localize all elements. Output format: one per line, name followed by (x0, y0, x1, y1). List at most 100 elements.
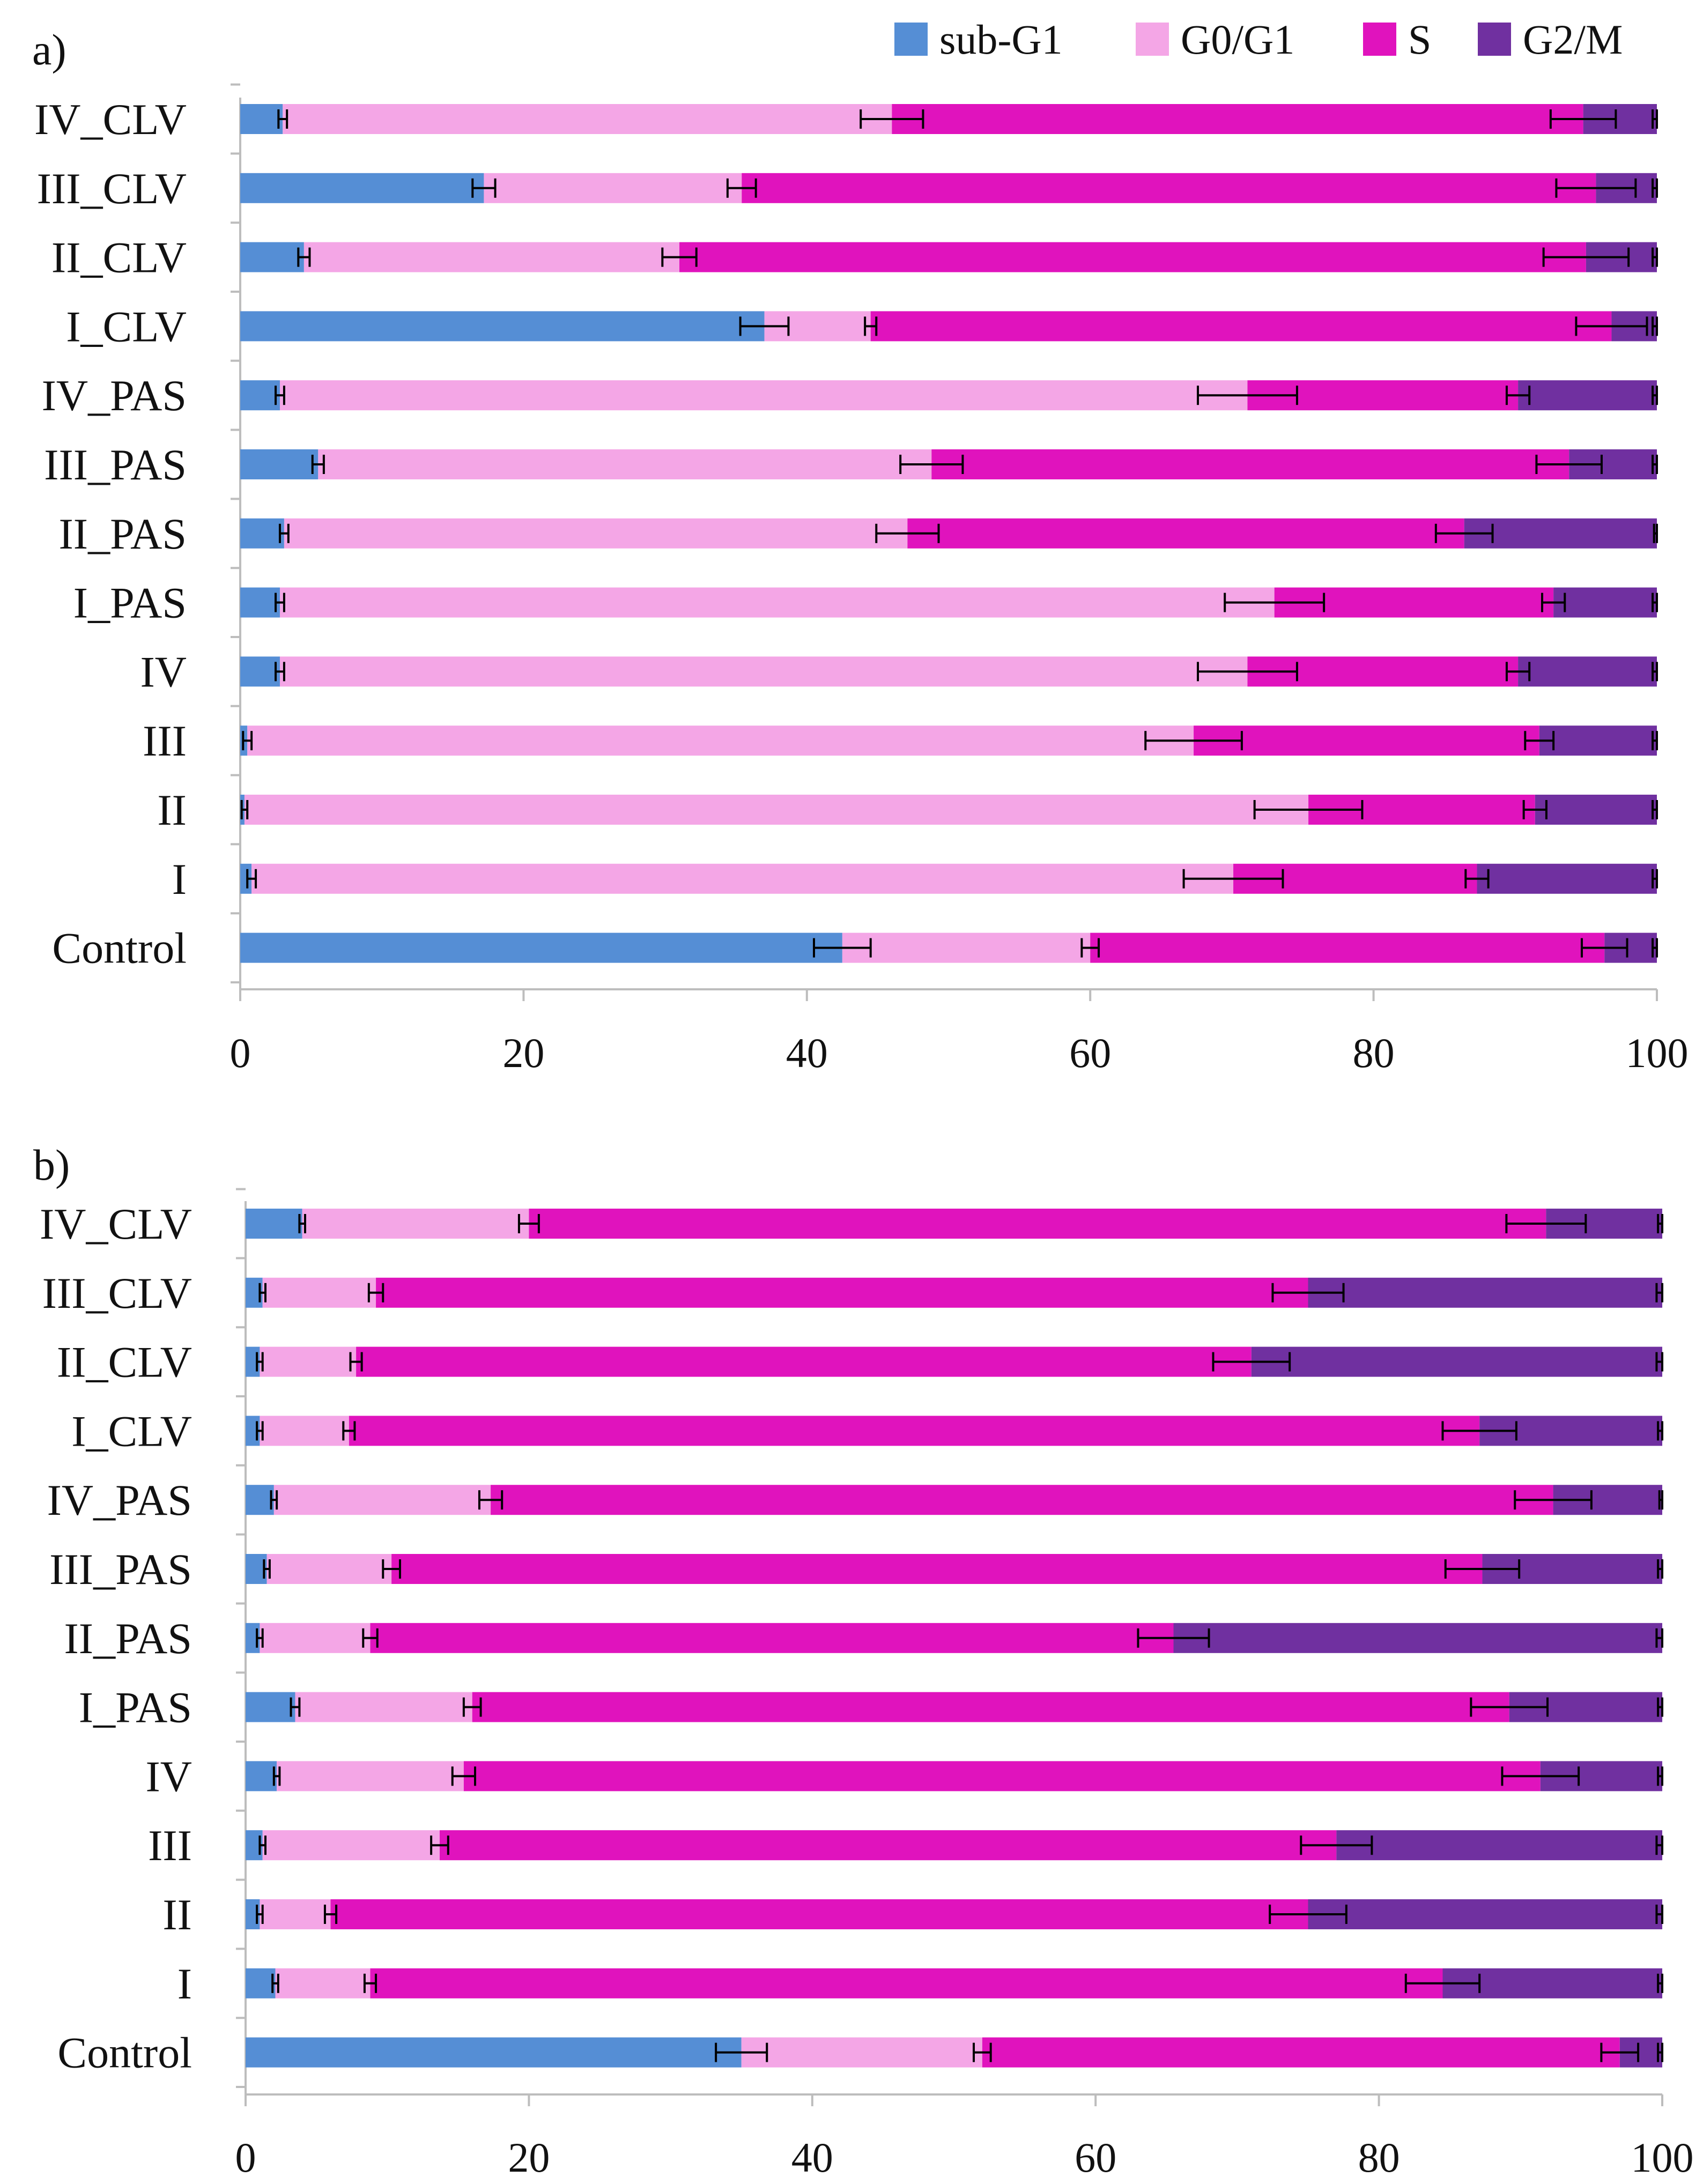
bar-segment-g2-m (1553, 587, 1657, 618)
category-label: Control (57, 2028, 192, 2077)
category-label: IV_CLV (40, 1200, 192, 1248)
bar-row-iii: III (148, 1821, 1663, 1870)
category-label: IV_PAS (47, 1476, 192, 1524)
error-bar-sub-g1 (311, 455, 325, 474)
legend-item-s: S (1363, 16, 1431, 63)
bar-segment-sub-g1 (246, 1485, 274, 1515)
panel-label: a) (32, 25, 66, 74)
bar-segment-g0-g1 (279, 380, 1248, 411)
bar-segment-sub-g1 (240, 656, 280, 687)
x-tick-label: 100 (1631, 2134, 1694, 2181)
legend-swatch (1363, 23, 1396, 56)
error-bar-sub-g1 (256, 1628, 264, 1648)
category-label: I (172, 855, 187, 904)
error-bar-g0-g1 (860, 109, 924, 129)
error-bar-g2-m (1652, 869, 1658, 889)
legend-label: G0/G1 (1181, 16, 1294, 63)
error-bar-sub-g1 (246, 869, 257, 889)
error-bar-g2-m (1652, 316, 1658, 336)
legend-item-sub-g1: sub-G1 (894, 16, 1063, 63)
error-bar-sub-g1 (278, 523, 290, 543)
category-label: III_CLV (37, 164, 187, 213)
error-bar-g2-m (1652, 593, 1658, 612)
error-bar-g2-m (1655, 1835, 1663, 1855)
bar-row-iii-pas: III_PAS (49, 1545, 1663, 1594)
error-bar-s (1464, 869, 1490, 889)
bar-segment-g0-g1 (741, 2037, 982, 2068)
bar-segment-g2-m (1336, 1830, 1662, 1861)
bar-segment-s (931, 449, 1569, 479)
error-bar-g0-g1 (1196, 386, 1298, 405)
bar-segment-g2-m (1251, 1346, 1662, 1377)
category-label: III_PAS (49, 1545, 192, 1594)
error-bar-g0-g1 (382, 1559, 401, 1579)
panel-a: a) 0 20 40 60 80 100 IV_CLV III_CLV II_CLV I_CLV IV… (32, 25, 1689, 1076)
bar-segment-g0-g1 (277, 1761, 464, 1791)
category-label: I_CLV (66, 302, 187, 351)
error-bar-s (1524, 731, 1555, 751)
x-tick-label: 80 (1353, 1030, 1395, 1076)
legend-swatch (894, 23, 928, 56)
error-bar-sub-g1 (256, 1905, 264, 1924)
bar-row-control: Control (57, 2028, 1663, 2077)
bar-segment-s (370, 1623, 1174, 1653)
error-bar-sub-g1 (242, 731, 253, 751)
bar-segment-sub-g1 (246, 1209, 302, 1239)
error-bar-g0-g1 (864, 316, 878, 336)
error-bar-g0-g1 (462, 1697, 482, 1717)
error-bar-g0-g1 (363, 1973, 377, 1993)
bar-segment-s (982, 2037, 1620, 2068)
bar-segment-s (892, 104, 1583, 134)
bar-segment-g2-m (1518, 656, 1657, 687)
bar-segment-g0-g1 (260, 1899, 331, 1929)
error-bar-s (1549, 109, 1617, 129)
error-bar-g0-g1 (342, 1421, 356, 1441)
category-label: I_CLV (71, 1406, 192, 1455)
panel-label: b) (33, 1141, 70, 1189)
bar-row-iv-clv: IV_CLV (34, 95, 1658, 144)
error-bar-g2-m (1657, 2042, 1663, 2062)
error-bar-g0-g1 (323, 1905, 338, 1924)
error-bar-g2-m (1657, 1766, 1663, 1786)
bar-row-ii-clv: II_CLV (51, 233, 1658, 282)
bar-segment-s (1090, 932, 1605, 963)
category-label: III_CLV (42, 1269, 192, 1317)
x-tick-label: 40 (786, 1030, 828, 1076)
x-tick-label: 20 (502, 1030, 544, 1076)
legend-swatch (1478, 23, 1511, 56)
category-label: I_PAS (73, 579, 187, 627)
bar-segment-g0-g1 (302, 1209, 529, 1239)
bar-segment-s (391, 1554, 1483, 1584)
bar-segment-sub-g1 (240, 173, 484, 203)
error-bar-g2-m (1655, 1628, 1663, 1648)
error-bar-sub-g1 (739, 316, 790, 336)
error-bar-s (1470, 1697, 1549, 1717)
error-bar-g2-m (1652, 247, 1658, 267)
bar-segment-g0-g1 (260, 1346, 357, 1377)
x-tick-label: 60 (1069, 1030, 1111, 1076)
bar-segment-g0-g1 (266, 1554, 392, 1584)
bar-segment-sub-g1 (240, 311, 765, 342)
error-bar-s (1271, 1283, 1345, 1302)
x-tick-label: 80 (1358, 2134, 1400, 2181)
error-bar-s (1300, 1835, 1373, 1855)
error-bar-sub-g1 (275, 386, 285, 405)
bar-segment-s (1194, 725, 1539, 756)
bar-row-iii-clv: III_CLV (42, 1269, 1663, 1317)
error-bar-g0-g1 (661, 247, 698, 267)
category-label: III_PAS (44, 440, 187, 489)
bar-segment-g2-m (1477, 863, 1657, 894)
error-bar-s (1444, 1559, 1521, 1579)
category-label: I (177, 1959, 192, 2008)
error-bar-g2-m (1657, 1559, 1663, 1579)
error-bar-g0-g1 (367, 1283, 384, 1302)
bar-segment-s (376, 1277, 1308, 1308)
error-bar-g0-g1 (899, 455, 964, 474)
bar-segment-g0-g1 (275, 1968, 371, 1998)
x-tick-label: 0 (230, 1030, 251, 1076)
bar-segment-g0-g1 (260, 1416, 349, 1446)
error-bar-g2-m (1657, 1973, 1663, 1993)
bar-segment-s (870, 311, 1612, 342)
error-bar-sub-g1 (471, 178, 497, 198)
bar-segment-s (679, 242, 1586, 272)
